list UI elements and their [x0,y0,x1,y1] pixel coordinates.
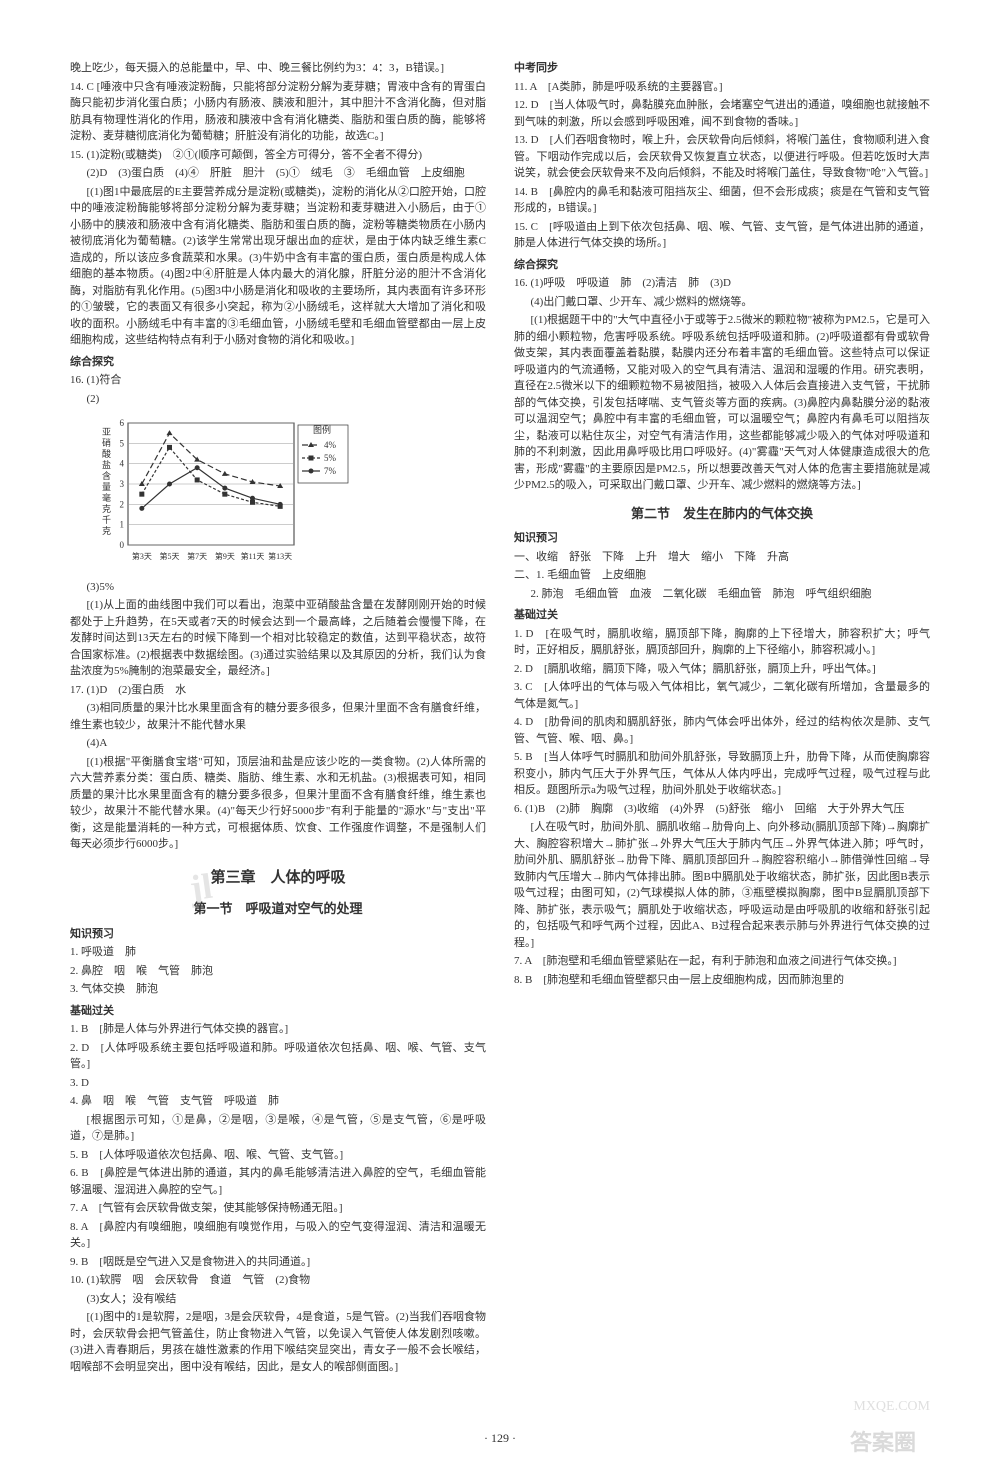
svg-text:克: 克 [102,504,111,514]
svg-text:7%: 7% [324,466,337,476]
svg-text:千: 千 [102,515,111,525]
line-chart: 0123456第3天第5天第7天第9天第11天第13天亚硝酸盐含量毫克千克图例4… [94,415,486,571]
text-p: (4)A [70,735,486,752]
text-p: (3)相同质量的果汁比水果里面含有的糖分要多很多，但果汁里面不含有膳食纤维，维生… [70,700,486,733]
text-p: 5. B [当人体呼气时膈肌和肋间外肌舒张，导致膈顶上升，肋骨下降，从而使胸廓容… [514,749,930,799]
text-p: 15. (1)淀粉(或糖类) ②①(顺序可颠倒，答全方可得分，答不全者不得分) [70,147,486,164]
page-content: 晚上吃少，每天摄入的总能量中，早、中、晚三餐比例约为3：4：3，B错误。] 14… [70,60,930,1390]
text-p: 1. 呼吸道 肺 [70,944,486,961]
page-number: · 129 · [0,1429,1000,1447]
text-p: 10. (1)软腭 咽 会厌软骨 食道 气管 (2)食物 [70,1272,486,1289]
text-p: 8. A [鼻腔内有嗅细胞，嗅细胞有嗅觉作用，与吸入的空气变得湿润、清洁和温暖无… [70,1219,486,1252]
svg-text:2: 2 [120,499,125,509]
svg-text:第9天: 第9天 [215,551,235,561]
text-p: 2. D [人体呼吸系统主要包括呼吸道和肺。呼吸道依次包括鼻、咽、喉、气管、支气… [70,1040,486,1073]
text-p: [(1)图中的1是软腭，2是咽，3是会厌软骨，4是食道，5是气管。(2)当我们吞… [70,1309,486,1375]
svg-text:第5天: 第5天 [160,551,180,561]
text-p: 1. D [在吸气时，膈肌收缩，膈顶部下降，胸廓的上下径增大，肺容积扩大；呼气时… [514,626,930,659]
text-p: 4. D [肋骨间的肌肉和膈肌舒张，肺内气体会呼出体外，经过的结构依次是肺、支气… [514,714,930,747]
text-p: (2)D (3)蛋白质 (4)④ 肝脏 胆汁 (5)① 绒毛 ③ 毛细血管 上皮… [70,165,486,182]
text-p: 9. B [咽既是空气进入又是食物进入的共同通道。] [70,1254,486,1271]
text-p: 3. 气体交换 肺泡 [70,981,486,998]
chapter-title: 第三章 人体的呼吸 [70,867,486,890]
section-heading: 综合探究 [514,257,930,274]
svg-text:4%: 4% [324,440,337,450]
text-p: 6. (1)B (2)肺 胸廓 (3)收缩 (4)外界 (5)舒张 缩小 回缩 … [514,801,930,818]
text-p: 17. (1)D (2)蛋白质 水 [70,682,486,699]
text-p: 5. B [人体呼吸道依次包括鼻、咽、喉、气管、支气管。] [70,1147,486,1164]
svg-text:5: 5 [120,438,125,448]
text-p: (3)女人；没有喉结 [70,1291,486,1308]
svg-text:1: 1 [120,520,125,530]
svg-text:4: 4 [120,459,125,469]
svg-text:第13天: 第13天 [268,551,292,561]
text-p: 3. D [70,1075,486,1092]
text-p: 1. B [肺是人体与外界进行气体交换的器官。] [70,1021,486,1038]
text-p: (4)出门戴口罩、少开车、减少燃料的燃烧等。 [514,294,930,311]
text-p: 6. B [鼻腔是气体进出肺的通道，其内的鼻毛能够清洁进入鼻腔的空气，毛细血管能… [70,1165,486,1198]
section-heading: 基础过关 [70,1003,486,1020]
svg-text:毫: 毫 [102,492,111,503]
section-heading: 中考同步 [514,60,930,77]
text-p: (2) [70,391,486,408]
svg-text:酸: 酸 [102,449,111,459]
svg-text:0: 0 [120,540,125,550]
text-p: 15. C [呼吸道由上到下依次包括鼻、咽、喉、气管、支气管，是气体进出肺的通道… [514,219,930,252]
text-p: 8. B [肺泡壁和毛细血管壁都只由一层上皮细胞构成，因而肺泡里的 [514,972,930,989]
svg-text:第7天: 第7天 [187,551,207,561]
text-p: 晚上吃少，每天摄入的总能量中，早、中、晚三餐比例约为3：4：3，B错误。] [70,60,486,77]
text-p: 2. 鼻腔 咽 喉 气管 肺泡 [70,963,486,980]
section-heading: 知识预习 [514,530,930,547]
svg-text:第11天: 第11天 [241,551,265,561]
text-p: 一、收缩 舒张 下降 上升 增大 缩小 下降 升高 [514,549,930,566]
svg-text:量: 量 [102,482,111,492]
text-p: 2. D [膈肌收缩，膈顶下降，吸入气体；膈肌舒张，膈顶上升，呼出气体。] [514,661,930,678]
text-p: [(1)根据"平衡膳食宝塔"可知，顶层油和盐是应该少吃的一类食物。(2)人体所需… [70,754,486,853]
svg-text:3: 3 [120,479,125,489]
svg-text:克: 克 [102,526,111,536]
svg-text:亚: 亚 [102,427,111,437]
text-p: 7. A [气管有会厌软骨做支架，使其能够保持畅通无阻。] [70,1200,486,1217]
text-p: 2. 肺泡 毛细血管 血液 二氧化碳 毛细血管 肺泡 呼气组织细胞 [514,586,930,603]
section-heading: 基础过关 [514,607,930,624]
text-p: [(1)图1中最底层的E主要营养成分是淀粉(或糖类)，淀粉的消化从②口腔开始，口… [70,184,486,349]
text-p: 16. (1)符合 [70,372,486,389]
svg-text:图例: 图例 [313,424,331,435]
svg-text:盐: 盐 [102,459,111,470]
text-p: 二、1. 毛细血管 上皮细胞 [514,567,930,584]
section-heading: 知识预习 [70,926,486,943]
svg-text:第3天: 第3天 [132,551,152,561]
watermark-url: MXQE.COM [853,1396,930,1417]
svg-text:5%: 5% [324,453,337,463]
text-p: 16. (1)呼吸 呼吸道 肺 (2)清洁 肺 (3)D [514,275,930,292]
text-p: 4. 鼻 咽 喉 气管 支气管 呼吸道 肺 [70,1093,486,1110]
text-p: 3. C [人体呼出的气体与吸入气体相比，氧气减少，二氧化碳有所增加，含量最多的… [514,679,930,712]
svg-text:含: 含 [102,470,111,481]
text-p: 12. D [当人体吸气时，鼻黏膜充血肿胀，会堵塞空气进出的通道，嗅细胞也就接触… [514,97,930,130]
text-p: 13. D [人们吞咽食物时，喉上升，会厌软骨向后倾斜，将喉门盖住，食物顺利进入… [514,132,930,182]
section-title: 第一节 呼吸道对空气的处理 [70,899,486,919]
text-p: [根据图示可知，①是鼻，②是咽，③是喉，④是气管，⑤是支气管，⑥是呼吸道，⑦是肺… [70,1112,486,1145]
text-p: 11. A [A类肺，肺是呼吸系统的主要器官。] [514,79,930,96]
text-p: 14. B [鼻腔内的鼻毛和黏液可阻挡灰尘、细菌，但不会形成痰；痰是在气管和支气… [514,184,930,217]
text-p: [(1)根据题干中的"大气中直径小于或等于2.5微米的颗粒物"被称为PM2.5，… [514,312,930,494]
section-heading: 综合探究 [70,354,486,371]
svg-text:硝: 硝 [102,437,111,448]
svg-text:6: 6 [120,418,125,428]
text-p: 14. C [唾液中只含有唾液淀粉酶，只能将部分淀粉分解为麦芽糖；胃液中含有的胃… [70,79,486,145]
section-title: 第二节 发生在肺内的气体交换 [514,504,930,524]
text-p: [人在吸气时，肋间外肌、膈肌收缩→肋骨向上、向外移动(膈肌顶部下降)→胸廓扩大、… [514,819,930,951]
text-p: 7. A [肺泡壁和毛细血管壁紧贴在一起，有利于肺泡和血液之间进行气体交换。] [514,953,930,970]
text-p: (3)5% [70,579,486,596]
text-p: [(1)从上面的曲线图中我们可以看出，泡菜中亚硝酸盐含量在发酵刚刚开始的时候都处… [70,597,486,680]
